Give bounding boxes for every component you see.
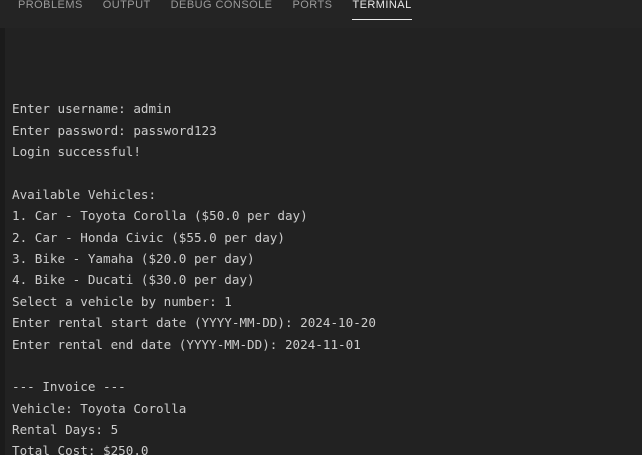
- terminal-blank-line: [12, 355, 642, 376]
- tab-problems-label: PROBLEMS: [18, 0, 83, 11]
- panel-tab-bar: PROBLEMS OUTPUT DEBUG CONSOLE PORTS TERM…: [0, 0, 642, 28]
- terminal-line: --- Invoice ---: [12, 379, 126, 395]
- terminal-line: Enter username: admin: [12, 101, 172, 117]
- tab-output-label: OUTPUT: [102, 0, 151, 11]
- terminal-line: Total Cost: $250.0: [12, 443, 149, 455]
- tab-terminal-label: TERMINAL: [352, 0, 412, 11]
- tab-problems[interactable]: PROBLEMS: [8, 0, 93, 21]
- tab-terminal[interactable]: TERMINAL: [342, 0, 421, 21]
- terminal-line: Enter rental end date (YYYY-MM-DD): 2024…: [12, 336, 361, 352]
- terminal-line: 3. Bike - Yamaha ($20.0 per day): [12, 250, 255, 266]
- terminal-line: Login successful!: [12, 144, 141, 159]
- terminal-output[interactable]: Enter username: admin Enter password: pas…: [0, 28, 642, 455]
- terminal-left-strip: [0, 28, 5, 455]
- terminal-panel[interactable]: Enter username: admin Enter password: pas…: [0, 28, 642, 455]
- terminal-line: 4. Bike - Ducati ($30.0 per day): [12, 272, 255, 288]
- tab-debug-console[interactable]: DEBUG CONSOLE: [161, 0, 283, 21]
- terminal-line: Available Vehicles:: [12, 186, 157, 202]
- panel-tab-list: PROBLEMS OUTPUT DEBUG CONSOLE PORTS TERM…: [0, 0, 422, 21]
- active-tab-underline: [352, 18, 412, 20]
- terminal-line: 2. Car - Honda Civic ($55.0 per day): [12, 229, 285, 245]
- tab-ports-label: PORTS: [292, 0, 333, 11]
- terminal-line: Select a vehicle by number: 1: [12, 293, 232, 309]
- terminal-line: Vehicle: Toyota Corolla: [12, 400, 187, 416]
- tab-debug-console-label: DEBUG CONSOLE: [170, 0, 273, 11]
- terminal-line: 1. Car - Toyota Corolla ($50.0 per day): [12, 208, 308, 224]
- tab-ports[interactable]: PORTS: [282, 0, 342, 21]
- terminal-line: Rental Days: 5: [12, 422, 119, 438]
- terminal-blank-line: [12, 162, 642, 183]
- terminal-line: Enter password: password123: [12, 122, 217, 138]
- terminal-line: Enter rental start date (YYYY-MM-DD): 20…: [12, 315, 376, 331]
- tab-output[interactable]: OUTPUT: [93, 0, 161, 21]
